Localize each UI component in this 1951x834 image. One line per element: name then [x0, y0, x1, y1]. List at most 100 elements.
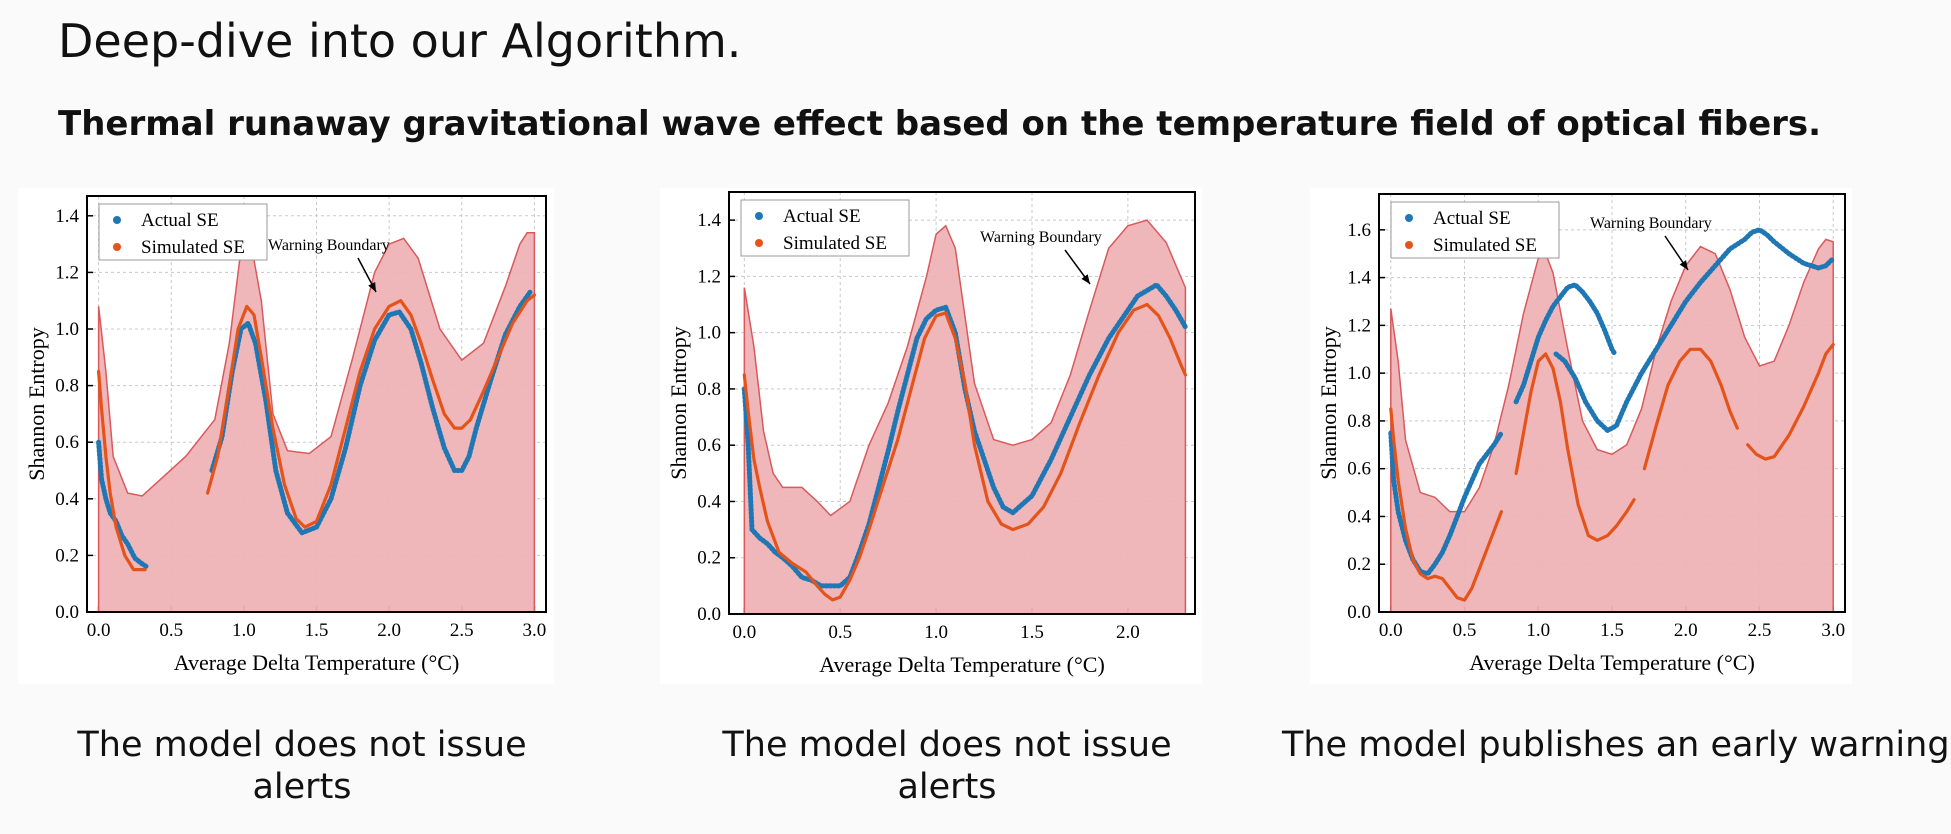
- y-tick-label: 1.2: [697, 266, 721, 287]
- y-axis-label: Shannon Entropy: [666, 326, 691, 479]
- chart-2: 0.0 0.5 1.0 1.5 2.0 0.0 0.2 0.4 0.6 0.8 1.0 1.2 1.4 A…: [660, 188, 1202, 684]
- x-tick-label: 1.0: [1526, 620, 1550, 641]
- warning-boundary-annotation: Warning Boundary: [980, 229, 1102, 246]
- y-tick-label: 1.2: [1347, 315, 1371, 336]
- y-tick-label: 0.6: [697, 435, 721, 456]
- x-tick-label: 1.5: [305, 620, 329, 641]
- x-tick-label: 3.0: [523, 620, 547, 641]
- simulated-se-series: [1514, 352, 1636, 542]
- legend-box: [98, 203, 268, 261]
- y-tick-label: 0.2: [697, 548, 721, 569]
- x-tick-label: 2.0: [1116, 622, 1140, 643]
- legend-simulated-label: Simulated SE: [783, 233, 887, 254]
- warning-boundary-line: [743, 219, 1187, 614]
- warning-boundary-line: [1390, 238, 1834, 612]
- legend-actual-marker: [1405, 214, 1413, 222]
- y-tick-label: 1.0: [697, 323, 721, 344]
- y-tick-label: 0.8: [1347, 411, 1371, 432]
- chart-panel-2: 0.0 0.5 1.0 1.5 2.0 0.0 0.2 0.4 0.6 0.8 1.0 1.2 1.4 A…: [660, 188, 1202, 684]
- x-axis-label: Average Delta Temperature (°C): [174, 650, 460, 675]
- simulated-se-series: [206, 293, 536, 529]
- legend-actual-label: Actual SE: [783, 206, 861, 227]
- legend-simulated-label: Simulated SE: [141, 237, 245, 258]
- plot-frame: [1378, 193, 1846, 613]
- chart-panel-3: 0.0 0.5 1.0 1.5 2.0 2.5 3.0 0.0 0.2 0.4 0.6 0.8 1.0 1…: [1310, 188, 1852, 684]
- plot-frame: [728, 191, 1196, 615]
- y-tick-label: 0.4: [697, 491, 721, 512]
- x-tick-label: 0.5: [828, 622, 852, 643]
- y-tick-label: 1.0: [1347, 363, 1371, 384]
- chart-3: 0.0 0.5 1.0 1.5 2.0 2.5 3.0 0.0 0.2 0.4 0.6 0.8 1.0 1…: [1310, 188, 1852, 684]
- legend-simulated-marker: [1405, 241, 1413, 249]
- y-tick-label: 0.0: [1347, 602, 1371, 623]
- y-tick-label: 1.4: [697, 210, 721, 231]
- simulated-se-series: [1389, 407, 1503, 602]
- x-tick-label: 1.0: [232, 620, 256, 641]
- annotation-arrowhead: [1679, 260, 1688, 270]
- y-tick-label: 0.0: [55, 602, 79, 623]
- actual-se-series-core: [743, 283, 1187, 587]
- legend-actual-label: Actual SE: [141, 210, 219, 231]
- y-tick-label: 0.8: [55, 376, 79, 397]
- y-tick-label: 0.4: [55, 489, 79, 510]
- legend-actual-marker: [113, 216, 121, 224]
- x-tick-label: 0.5: [1453, 620, 1477, 641]
- x-tick-label: 0.0: [732, 622, 756, 643]
- annotation-arrowhead: [368, 282, 376, 292]
- y-tick-label: 0.2: [55, 545, 79, 566]
- warning-boundary-line: [97, 232, 536, 612]
- x-tick-label: 1.5: [1600, 620, 1624, 641]
- x-tick-label: 2.5: [450, 620, 474, 641]
- page-title: Deep-dive into our Algorithm.: [58, 14, 742, 68]
- warning-boundary-area: [1390, 239, 1834, 612]
- legend-box: [740, 199, 910, 257]
- x-tick-label: 1.0: [924, 622, 948, 643]
- y-tick-label: 1.4: [1347, 268, 1371, 289]
- x-tick-label: 0.5: [159, 620, 183, 641]
- warning-boundary-annotation: Warning Boundary: [1590, 215, 1712, 232]
- simulated-se-series: [97, 369, 147, 572]
- annotation-arrowhead: [1081, 274, 1090, 284]
- simulated-se-series: [742, 302, 1187, 602]
- y-tick-label: 1.2: [55, 262, 79, 283]
- y-tick-label: 0.6: [55, 432, 79, 453]
- y-tick-label: 1.6: [1347, 220, 1371, 241]
- chart-panel-1: 0.0 0.5 1.0 1.5 2.0 2.5 3.0 0.0 0.2 0.4 0.6 0.8 1.0 1…: [18, 188, 554, 684]
- y-tick-label: 1.0: [55, 319, 79, 340]
- legend-actual-marker: [755, 212, 763, 220]
- simulated-se-series: [1746, 342, 1835, 461]
- x-tick-label: 2.0: [1674, 620, 1698, 641]
- legend-simulated-marker: [755, 239, 763, 247]
- warning-boundary-annotation: Warning Boundary: [268, 237, 390, 254]
- y-tick-label: 0.6: [1347, 459, 1371, 480]
- legend-actual-label: Actual SE: [1433, 208, 1511, 229]
- plot-frame: [86, 195, 547, 613]
- actual-se-series-core: [1555, 228, 1834, 432]
- y-tick-label: 0.8: [697, 379, 721, 400]
- page-subtitle: Thermal runaway gravitational wave effec…: [58, 104, 1822, 144]
- actual-se-series-core: [1389, 432, 1503, 575]
- caption-1: The model does not issue alerts: [77, 725, 527, 807]
- caption-3: The model publishes an early warning: [1282, 725, 1950, 765]
- y-tick-label: 0.4: [1347, 506, 1371, 527]
- y-tick-label: 0.2: [1347, 554, 1371, 575]
- x-axis-label: Average Delta Temperature (°C): [1469, 650, 1755, 675]
- actual-se-series-core: [210, 291, 531, 534]
- x-tick-label: 2.0: [377, 620, 401, 641]
- legend-simulated-marker: [113, 243, 121, 251]
- actual-se-series-core: [1515, 283, 1616, 403]
- legend-box: [1390, 201, 1560, 259]
- x-tick-label: 0.0: [1379, 620, 1403, 641]
- x-tick-label: 3.0: [1821, 620, 1845, 641]
- chart-1: 0.0 0.5 1.0 1.5 2.0 2.5 3.0 0.0 0.2 0.4 0.6 0.8 1.0 1…: [18, 188, 554, 684]
- y-tick-label: 0.0: [697, 604, 721, 625]
- actual-se-series-core: [97, 442, 148, 568]
- warning-boundary-area: [98, 232, 535, 612]
- x-tick-label: 2.5: [1748, 620, 1772, 641]
- y-axis-label: Shannon Entropy: [24, 327, 49, 480]
- x-axis-label: Average Delta Temperature (°C): [819, 652, 1105, 677]
- y-axis-label: Shannon Entropy: [1316, 326, 1341, 479]
- legend-simulated-label: Simulated SE: [1433, 235, 1537, 256]
- y-tick-label: 1.4: [55, 206, 79, 227]
- x-tick-label: 0.0: [87, 620, 111, 641]
